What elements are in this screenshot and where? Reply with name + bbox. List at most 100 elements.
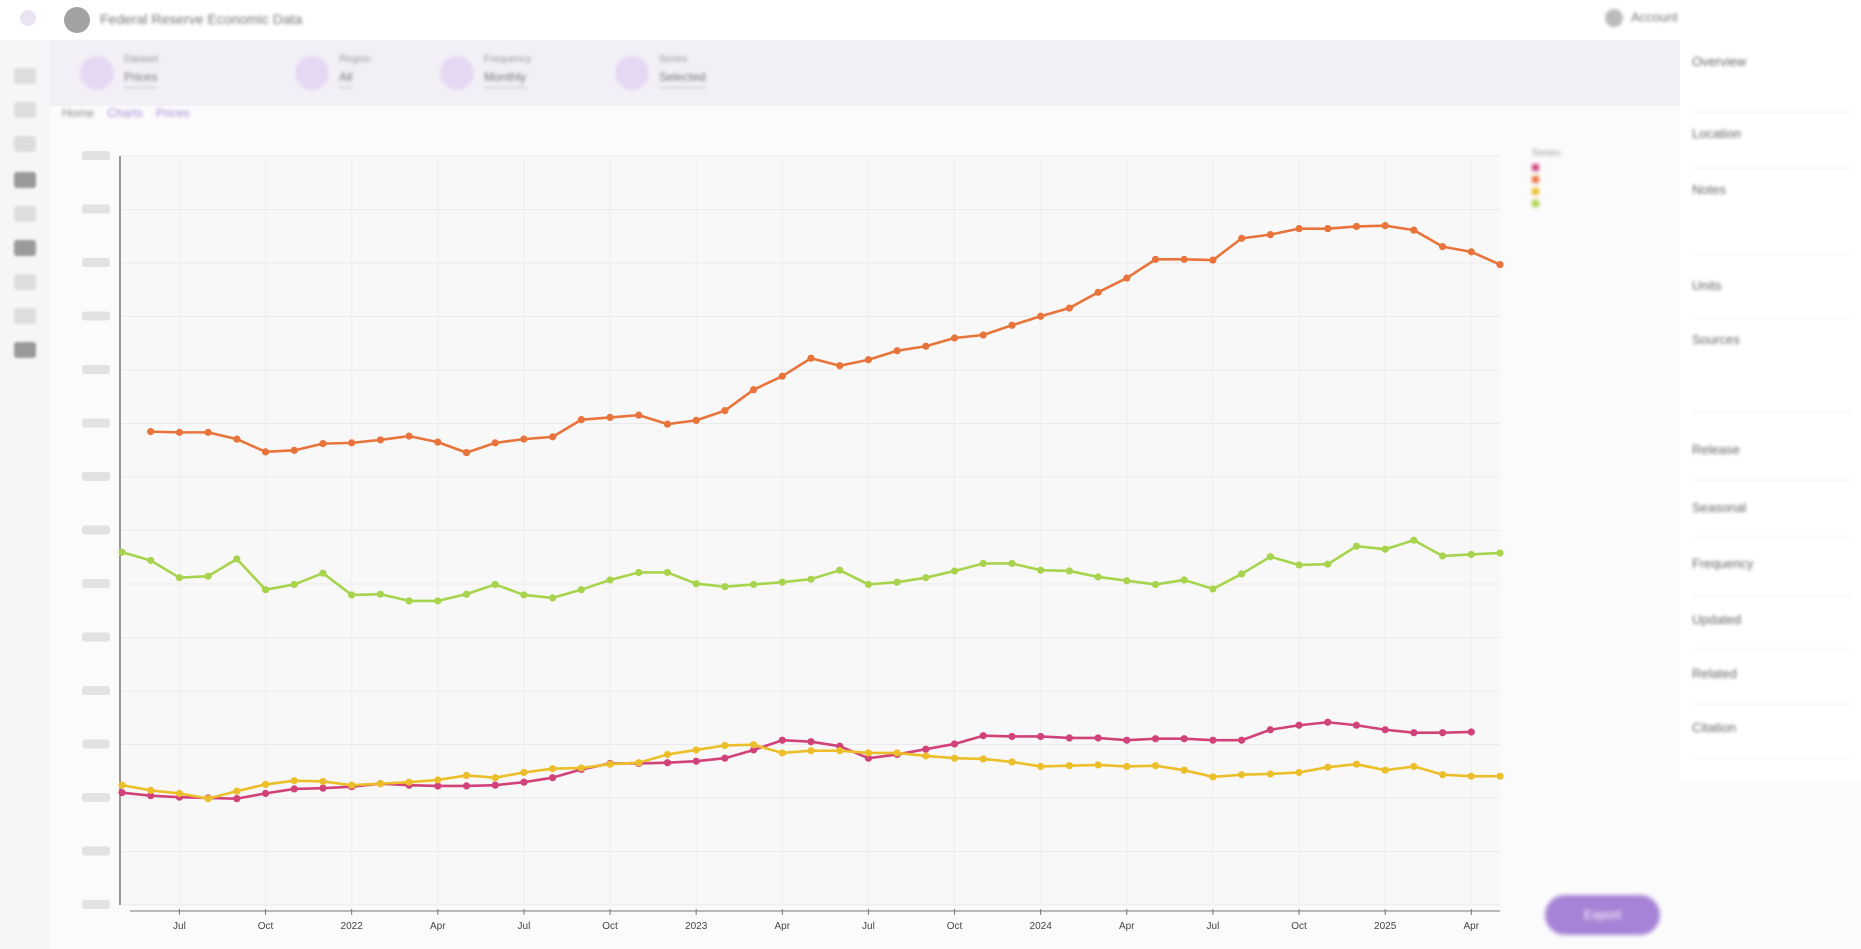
nav-list-icon[interactable] bbox=[14, 136, 36, 152]
x-tick-label: Apr bbox=[430, 921, 446, 932]
data-point bbox=[950, 740, 959, 748]
side-section[interactable]: Citation bbox=[1692, 720, 1852, 758]
nav-settings-icon[interactable] bbox=[14, 342, 36, 358]
side-section[interactable]: Frequency bbox=[1692, 556, 1852, 596]
data-point bbox=[348, 781, 356, 789]
nav-share-icon[interactable] bbox=[14, 308, 36, 324]
data-point bbox=[950, 754, 959, 762]
data-point bbox=[1266, 231, 1274, 239]
data-point bbox=[749, 741, 758, 749]
data-point bbox=[175, 789, 184, 797]
data-point bbox=[807, 738, 815, 746]
data-point bbox=[1467, 728, 1475, 736]
data-point bbox=[434, 776, 442, 784]
data-point bbox=[261, 448, 270, 456]
data-point bbox=[1151, 580, 1160, 589]
data-point bbox=[549, 774, 557, 782]
x-tick-label: Jul bbox=[173, 921, 186, 932]
nav-home-icon[interactable] bbox=[14, 68, 36, 84]
data-point bbox=[204, 795, 212, 803]
data-point bbox=[836, 566, 844, 574]
side-section[interactable]: Release bbox=[1692, 442, 1852, 480]
account-menu[interactable]: Account bbox=[1605, 9, 1835, 31]
data-point bbox=[1065, 762, 1073, 770]
data-point bbox=[922, 342, 930, 350]
data-point bbox=[491, 580, 499, 589]
export-button[interactable]: Export bbox=[1545, 895, 1660, 935]
legend-title: Series bbox=[1532, 148, 1561, 159]
y-tick-label bbox=[82, 739, 110, 749]
data-point bbox=[692, 746, 700, 754]
side-section[interactable]: Updated bbox=[1692, 612, 1852, 650]
side-section-title: Updated bbox=[1692, 612, 1742, 627]
data-point bbox=[1037, 566, 1045, 574]
filter-label: Dataset bbox=[124, 54, 159, 65]
filter-value[interactable]: Prices bbox=[124, 70, 158, 88]
data-point bbox=[1266, 726, 1274, 734]
data-point bbox=[1496, 549, 1504, 557]
data-point bbox=[1381, 726, 1389, 734]
data-point bbox=[577, 586, 585, 594]
data-point bbox=[1180, 735, 1188, 743]
data-point bbox=[864, 749, 873, 757]
data-point bbox=[1467, 248, 1475, 256]
breadcrumb-item[interactable]: Prices bbox=[156, 106, 190, 120]
data-point bbox=[147, 556, 155, 565]
data-point bbox=[1151, 762, 1160, 770]
filter-dataset[interactable]: Dataset Prices bbox=[80, 50, 280, 96]
data-point bbox=[1008, 321, 1016, 329]
filter-region[interactable]: Region All bbox=[295, 50, 445, 96]
data-point bbox=[979, 732, 987, 740]
filter-series[interactable]: Series Selected bbox=[615, 50, 815, 96]
data-point bbox=[233, 555, 241, 563]
legend-entry[interactable] bbox=[1532, 186, 1604, 198]
data-point bbox=[462, 782, 471, 790]
side-section[interactable]: Related bbox=[1692, 666, 1852, 704]
data-point bbox=[1352, 721, 1361, 729]
data-point bbox=[462, 771, 471, 780]
data-point bbox=[1123, 762, 1131, 771]
data-point bbox=[893, 578, 901, 586]
side-section[interactable]: Sources bbox=[1692, 332, 1852, 412]
data-point bbox=[1295, 768, 1303, 777]
nav-table-icon[interactable] bbox=[14, 240, 36, 256]
x-tick-label: 2024 bbox=[1030, 921, 1053, 932]
user-avatar-icon bbox=[1605, 9, 1623, 27]
data-point bbox=[1008, 758, 1016, 766]
filter-label: Frequency bbox=[484, 54, 532, 65]
x-tick-label: 2025 bbox=[1374, 921, 1397, 932]
side-section[interactable]: Location bbox=[1692, 126, 1852, 168]
filter-bar: Dataset Prices Region All Frequency Mont… bbox=[50, 40, 1680, 106]
data-point bbox=[1065, 734, 1073, 742]
data-point bbox=[1008, 732, 1016, 741]
nav-data-icon[interactable] bbox=[14, 274, 36, 290]
nav-search-icon[interactable] bbox=[14, 102, 36, 118]
data-point bbox=[950, 567, 959, 575]
nav-chart-icon[interactable] bbox=[14, 172, 36, 188]
side-section[interactable]: Notes bbox=[1692, 182, 1852, 254]
filter-value[interactable]: Monthly bbox=[484, 70, 527, 88]
data-point bbox=[118, 789, 126, 797]
filter-frequency[interactable]: Frequency Monthly bbox=[440, 50, 630, 96]
filter-value[interactable]: Selected bbox=[659, 70, 706, 88]
app-logo[interactable] bbox=[20, 10, 36, 26]
filter-value[interactable]: All bbox=[339, 70, 353, 88]
breadcrumb-item[interactable]: Charts bbox=[107, 106, 143, 120]
side-section[interactable]: Overview bbox=[1692, 54, 1852, 112]
legend-entry[interactable] bbox=[1532, 162, 1604, 174]
y-tick-label bbox=[82, 579, 110, 588]
data-point bbox=[520, 768, 528, 777]
legend-entry[interactable] bbox=[1532, 198, 1604, 210]
line-chart: Jul Oct 2022 Apr Jul Oct 2023 Apr Jul Oct 2024 Apr J… bbox=[62, 130, 1680, 940]
data-point bbox=[520, 435, 528, 443]
breadcrumb-item[interactable]: Home bbox=[62, 106, 95, 120]
legend-entry[interactable] bbox=[1532, 174, 1604, 186]
side-section[interactable]: Seasonal bbox=[1692, 500, 1852, 538]
data-point bbox=[1324, 225, 1332, 233]
nav-map-icon[interactable] bbox=[14, 206, 36, 222]
data-point bbox=[1324, 718, 1332, 726]
side-section[interactable]: Units bbox=[1692, 278, 1852, 318]
data-point bbox=[376, 780, 384, 788]
chart-legend: Series bbox=[1532, 148, 1604, 234]
data-point bbox=[1352, 222, 1361, 231]
